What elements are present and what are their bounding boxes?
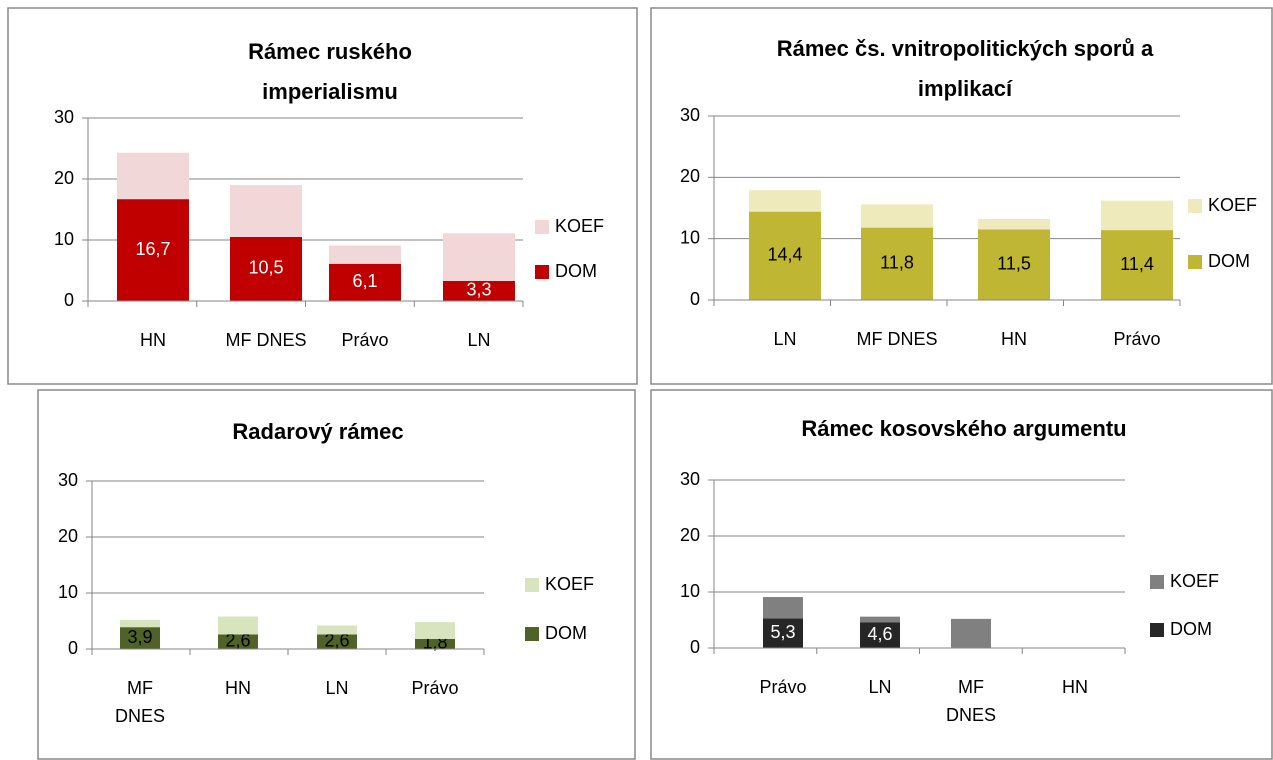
- bar-segment: [120, 619, 160, 628]
- legend-swatch: [525, 627, 539, 641]
- x-tick-label: LN: [467, 330, 490, 350]
- data-label: 14,4: [767, 245, 802, 265]
- legend-label: KOEF: [1208, 195, 1257, 215]
- y-tick-label: 10: [54, 229, 74, 249]
- panel: [650, 7, 1273, 385]
- bar-segment: [1101, 200, 1173, 231]
- y-tick-label: 30: [680, 105, 700, 125]
- y-tick-label: 10: [680, 227, 700, 247]
- x-tick-label: HN: [140, 330, 166, 350]
- y-tick-label: 0: [690, 637, 700, 657]
- x-tick-label: HN: [225, 678, 251, 698]
- bar-segment: [329, 263, 401, 301]
- bar-segment: [415, 622, 455, 639]
- legend-swatch: [1188, 255, 1202, 269]
- legend-swatch: [535, 220, 549, 234]
- y-tick-label: 0: [68, 638, 78, 658]
- y-tick-label: 30: [680, 469, 700, 489]
- bar-segment: [230, 236, 302, 301]
- x-tick-label: LN: [325, 678, 348, 698]
- legend-label: KOEF: [545, 574, 594, 594]
- y-tick-label: 10: [58, 582, 78, 602]
- x-tick-label: MF DNES: [226, 330, 307, 350]
- bar-segment: [860, 622, 900, 648]
- bar-segment: [1101, 230, 1173, 300]
- data-label: 5,3: [770, 622, 795, 642]
- x-tick-label: HN: [1062, 677, 1088, 697]
- x-tick-label: MF DNES: [115, 678, 165, 726]
- y-tick-label: 0: [64, 290, 74, 310]
- bar-segment: [978, 219, 1050, 230]
- data-label: 16,7: [135, 239, 170, 259]
- legend-label: DOM: [555, 261, 597, 281]
- y-tick-label: 10: [680, 581, 700, 601]
- legend-swatch: [525, 578, 539, 592]
- bar-segment: [120, 627, 160, 649]
- legend-label: DOM: [1170, 619, 1212, 639]
- legend-label: KOEF: [555, 216, 604, 236]
- data-label: 11,5: [997, 253, 1031, 273]
- legend-swatch: [1150, 623, 1164, 637]
- data-label: 4,6: [867, 624, 892, 644]
- legend-swatch: [1150, 575, 1164, 589]
- y-tick-label: 20: [58, 526, 78, 546]
- y-tick-label: 20: [680, 166, 700, 186]
- chart-title: Rámec kosovského argumentu: [801, 416, 1126, 441]
- x-tick-label: Právo: [1113, 329, 1160, 349]
- legend-swatch: [535, 265, 549, 279]
- bar-segment: [860, 616, 900, 623]
- bar-segment: [749, 190, 821, 212]
- bar-segment: [230, 185, 302, 237]
- legend-label: DOM: [545, 623, 587, 643]
- legend-label: DOM: [1208, 251, 1250, 271]
- data-label: 3,9: [127, 627, 152, 647]
- bar-segment: [218, 634, 258, 649]
- bar-segment: [415, 638, 455, 649]
- y-tick-label: 0: [690, 289, 700, 309]
- chart-title: Radarový rámec: [232, 419, 403, 444]
- y-tick-label: 30: [58, 470, 78, 490]
- bar-segment: [861, 227, 933, 300]
- data-label: 11,8: [880, 253, 914, 273]
- bar-segment: [317, 625, 357, 635]
- data-label: 2,6: [324, 630, 349, 650]
- y-tick-label: 20: [54, 168, 74, 188]
- data-label: 6,1: [352, 271, 377, 291]
- bar-segment: [117, 152, 189, 200]
- bar-segment: [329, 245, 401, 264]
- bar-segment: [443, 233, 515, 281]
- bar-segment: [978, 229, 1050, 300]
- data-label: 2,6: [225, 630, 250, 650]
- bar-segment: [443, 280, 515, 301]
- bar-segment: [749, 211, 821, 300]
- x-tick-label: Právo: [759, 677, 806, 697]
- bar-segment: [861, 204, 933, 228]
- x-tick-label: LN: [773, 329, 796, 349]
- x-tick-label: Právo: [341, 330, 388, 350]
- data-label: 3,3: [466, 280, 491, 300]
- legend-swatch: [1188, 199, 1202, 213]
- bar-segment: [763, 618, 803, 648]
- data-label: 10,5: [248, 258, 283, 278]
- panel: [650, 389, 1273, 760]
- bar-segment: [763, 597, 803, 619]
- bar-segment: [218, 616, 258, 635]
- y-tick-label: 20: [680, 525, 700, 545]
- y-tick-label: 30: [54, 107, 74, 127]
- data-label: 11,4: [1120, 254, 1154, 274]
- panel: [37, 389, 636, 760]
- chart-title: Rámec ruského imperialismu: [248, 39, 412, 104]
- chart-title: Rámec čs. vnitropolitických sporů a impli…: [777, 36, 1154, 101]
- x-tick-label: MF DNES: [946, 677, 996, 725]
- x-tick-label: LN: [868, 677, 891, 697]
- bar-segment: [951, 618, 991, 648]
- panel: [7, 7, 638, 385]
- legend-label: KOEF: [1170, 571, 1219, 591]
- bar-segment: [117, 199, 189, 301]
- x-tick-label: HN: [1001, 329, 1027, 349]
- x-tick-label: MF DNES: [857, 329, 938, 349]
- x-tick-label: Právo: [411, 678, 458, 698]
- bar-segment: [317, 634, 357, 649]
